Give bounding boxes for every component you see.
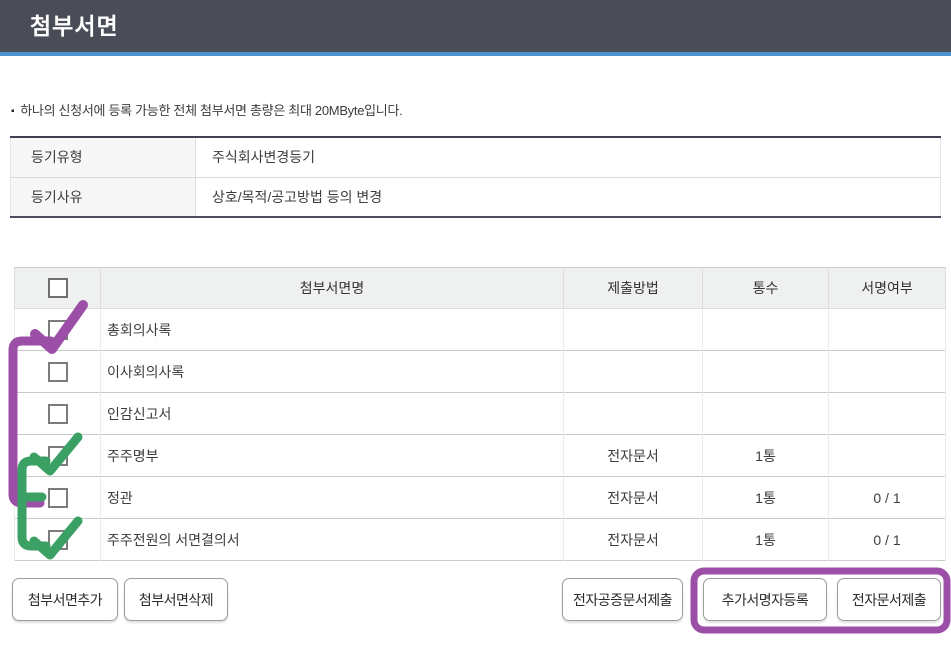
select-all-checkbox[interactable] xyxy=(47,278,68,298)
registration-info-table: 등기유형 주식회사변경등기 등기사유 상호/목적/공고방법 등의 변경 xyxy=(10,136,941,218)
row-checkbox[interactable] xyxy=(47,319,68,340)
add-signer-button[interactable]: 추가서명자등록 xyxy=(703,578,827,621)
row-checkbox[interactable] xyxy=(47,445,68,466)
attachment-name: 총회의사록 xyxy=(100,308,564,351)
attachment-method xyxy=(563,308,703,351)
registration-reason-value: 상호/목적/공고방법 등의 변경 xyxy=(195,176,941,217)
attachment-signed xyxy=(828,308,946,351)
attachment-row: 총회의사록 xyxy=(14,308,946,351)
header-accent-line xyxy=(0,52,951,56)
registration-reason-row: 등기사유 상호/목적/공고방법 등의 변경 xyxy=(10,176,941,217)
registration-type-label: 등기유형 xyxy=(10,137,196,177)
attachment-count xyxy=(702,392,829,435)
attachment-method: 전자문서 xyxy=(563,518,703,561)
attachment-count: 1통 xyxy=(702,518,829,561)
attachment-count: 1통 xyxy=(702,476,829,519)
attachment-signed xyxy=(828,392,946,435)
row-checkbox[interactable] xyxy=(47,529,68,550)
row-checkbox[interactable] xyxy=(47,361,68,382)
page-header: 첨부서면 xyxy=(0,0,951,52)
attachments-table: 첨부서면명 제출방법 통수 서명여부 총회의사록 이사회의사록 인감신고서 xyxy=(14,267,946,561)
attachment-row: 주주명부 전자문서 1통 xyxy=(14,434,946,477)
attachment-name: 주주전원의 서면결의서 xyxy=(100,518,564,561)
attachment-row: 인감신고서 xyxy=(14,392,946,435)
attachment-row: 이사회의사록 xyxy=(14,350,946,393)
attachments-header-row: 첨부서면명 제출방법 통수 서명여부 xyxy=(14,267,946,309)
add-attachment-button[interactable]: 첨부서면추가 xyxy=(12,578,118,621)
attachment-signed: 0 / 1 xyxy=(828,476,946,519)
attachment-count: 1통 xyxy=(702,434,829,477)
attachment-name: 정관 xyxy=(100,476,564,519)
header-method: 제출방법 xyxy=(563,267,703,309)
select-all-cell xyxy=(14,267,101,309)
header-count: 통수 xyxy=(702,267,829,309)
row-checkbox[interactable] xyxy=(47,487,68,508)
size-limit-note: ▪ 하나의 신청서에 등록 가능한 전체 첨부서면 총량은 최대 20MByte입… xyxy=(11,100,403,119)
header-name: 첨부서면명 xyxy=(100,267,564,309)
submit-edoc-button[interactable]: 전자문서제출 xyxy=(837,578,941,621)
bullet-icon: ▪ xyxy=(11,106,15,117)
attachment-row: 주주전원의 서면결의서 전자문서 1통 0 / 1 xyxy=(14,518,946,561)
attachment-count xyxy=(702,350,829,393)
attachment-name: 이사회의사록 xyxy=(100,350,564,393)
attachment-signed xyxy=(828,434,946,477)
registration-type-row: 등기유형 주식회사변경등기 xyxy=(10,137,941,177)
registration-type-value: 주식회사변경등기 xyxy=(212,149,316,166)
attachment-method: 전자문서 xyxy=(563,434,703,477)
size-limit-note-text: 하나의 신청서에 등록 가능한 전체 첨부서면 총량은 최대 20MByte입니… xyxy=(20,103,403,118)
attachment-name: 인감신고서 xyxy=(100,392,564,435)
attachment-name: 주주명부 xyxy=(100,434,564,477)
registration-reason-label: 등기사유 xyxy=(10,176,196,217)
submit-notarized-doc-button[interactable]: 전자공증문서제출 xyxy=(562,578,683,621)
row-checkbox[interactable] xyxy=(47,403,68,424)
attachment-method xyxy=(563,350,703,393)
attachment-row: 정관 전자문서 1통 0 / 1 xyxy=(14,476,946,519)
header-signed: 서명여부 xyxy=(828,267,946,309)
attachment-count xyxy=(702,308,829,351)
attachment-method xyxy=(563,392,703,435)
page-title: 첨부서면 xyxy=(30,13,119,39)
delete-attachment-button[interactable]: 첨부서면삭제 xyxy=(124,578,228,621)
attachment-method: 전자문서 xyxy=(563,476,703,519)
attachment-signed: 0 / 1 xyxy=(828,518,946,561)
attachment-signed xyxy=(828,350,946,393)
